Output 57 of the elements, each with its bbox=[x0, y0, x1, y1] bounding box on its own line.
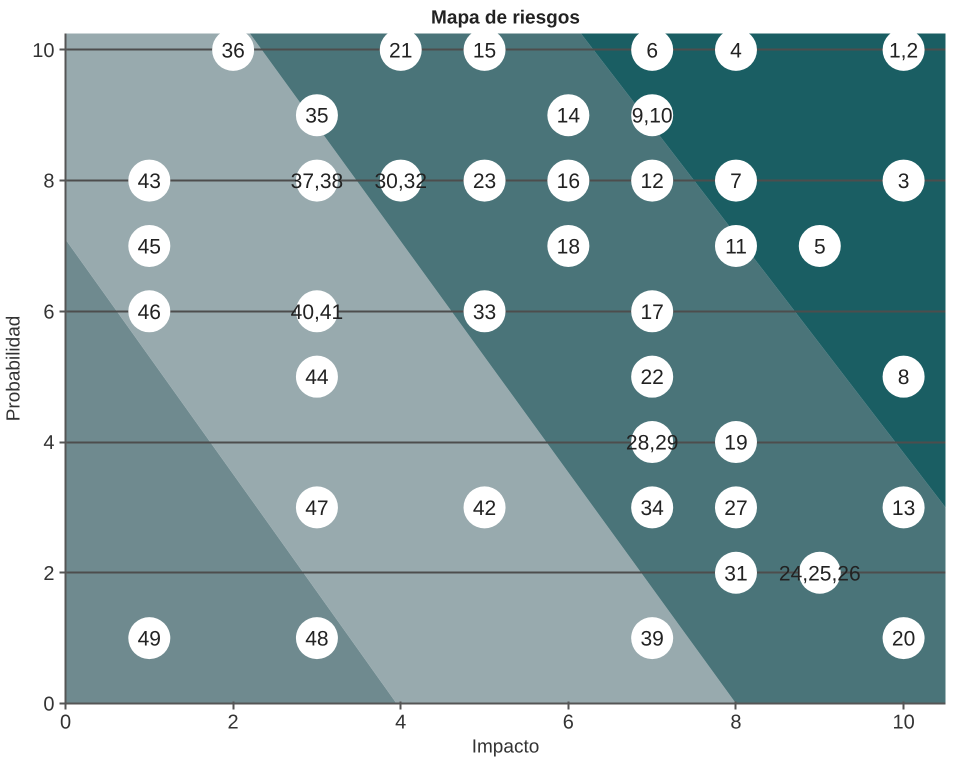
x-tick-label: 2 bbox=[228, 712, 239, 734]
point bbox=[882, 160, 925, 202]
annotation: 1,2 bbox=[889, 39, 918, 62]
annotation: 33 bbox=[472, 300, 496, 324]
y-tick-label: 8 bbox=[43, 170, 54, 193]
annotation: 3 bbox=[898, 170, 910, 194]
annotation: 6 bbox=[646, 39, 658, 62]
annotation: 5 bbox=[814, 235, 826, 258]
y-tick-label: 0 bbox=[43, 694, 54, 716]
x-tick-label: 4 bbox=[395, 712, 406, 734]
annotation: 42 bbox=[472, 496, 496, 520]
annotation: 48 bbox=[305, 628, 329, 651]
y-tick-label: 6 bbox=[43, 301, 54, 324]
annotation: 14 bbox=[556, 104, 580, 128]
x-tick-label: 10 bbox=[892, 712, 915, 734]
annotation: 47 bbox=[305, 496, 329, 520]
x-tick-label: 6 bbox=[562, 712, 574, 734]
annotation: 8 bbox=[898, 366, 910, 390]
annotation: 49 bbox=[138, 628, 161, 651]
point bbox=[798, 224, 841, 267]
annotation: 36 bbox=[221, 39, 245, 62]
annotation: 20 bbox=[892, 628, 916, 651]
annotation: 45 bbox=[138, 235, 161, 258]
x-axis-title: Impacto bbox=[472, 736, 540, 758]
annotation: 11 bbox=[725, 235, 747, 258]
x-tick-label: 8 bbox=[730, 712, 742, 734]
y-tick-label: 10 bbox=[32, 40, 55, 62]
annotation: 18 bbox=[556, 235, 580, 258]
y-tick-label: 2 bbox=[43, 562, 54, 585]
annotation: 37,38 bbox=[290, 170, 344, 194]
point bbox=[714, 160, 757, 202]
chart-title: Mapa de riesgos bbox=[431, 8, 580, 28]
annotation: 40,41 bbox=[290, 300, 344, 324]
y-axis-title: Probabilidad bbox=[3, 316, 24, 422]
annotation: 27 bbox=[724, 496, 748, 520]
annotation: 15 bbox=[472, 39, 496, 62]
annotation: 19 bbox=[724, 432, 748, 455]
annotation: 46 bbox=[138, 300, 161, 324]
annotation: 17 bbox=[640, 300, 664, 324]
annotation: 4 bbox=[730, 39, 742, 62]
annotation: 23 bbox=[472, 170, 496, 194]
annotation: 43 bbox=[138, 170, 161, 194]
annotation: 13 bbox=[892, 496, 916, 520]
annotation: 7 bbox=[730, 170, 742, 194]
annotation: 31 bbox=[724, 562, 748, 586]
annotation: 16 bbox=[556, 170, 580, 194]
x-tick-label: 0 bbox=[60, 712, 72, 734]
annotation: 9,10 bbox=[632, 104, 673, 128]
annotation: 44 bbox=[305, 366, 329, 390]
annotation: 22 bbox=[640, 366, 664, 390]
annotation: 35 bbox=[305, 104, 329, 128]
annotation: 39 bbox=[640, 628, 664, 651]
point bbox=[882, 356, 925, 398]
annotation: 21 bbox=[389, 39, 412, 62]
y-tick-label: 4 bbox=[43, 432, 54, 454]
annotation: 34 bbox=[640, 496, 664, 520]
annotation: 12 bbox=[640, 170, 664, 194]
